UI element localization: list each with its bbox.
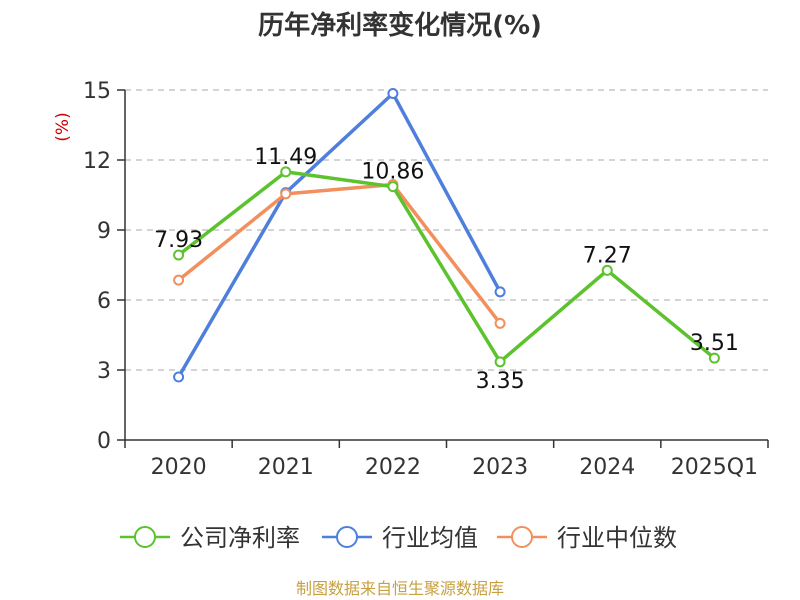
series-line-0	[177, 170, 716, 364]
data-point	[494, 356, 506, 368]
data-point	[601, 264, 613, 276]
series-line-1	[177, 91, 502, 378]
data-point	[173, 249, 185, 261]
data-point	[387, 181, 399, 193]
y-tick-label: 0	[97, 429, 111, 454]
x-tick-label: 2023	[472, 455, 528, 480]
data-label: 10.86	[361, 160, 424, 185]
source-note: 制图数据来自恒生聚源数据库	[296, 579, 504, 598]
chart-title: 历年净利率变化情况(%)	[258, 10, 542, 41]
data-point	[708, 352, 720, 364]
series-line-2	[177, 182, 502, 325]
data-point	[280, 166, 292, 178]
legend-swatch-marker	[336, 526, 358, 548]
x-tick-label: 2022	[365, 455, 421, 480]
legend-label: 行业均值	[382, 524, 478, 552]
y-tick-label: 15	[83, 79, 111, 104]
x-tick-label: 2025Q1	[671, 455, 758, 480]
data-label: 3.35	[476, 369, 525, 394]
x-tick-label: 2024	[579, 455, 635, 480]
data-point	[173, 274, 185, 286]
y-tick-label: 3	[97, 359, 111, 384]
y-tick-label: 12	[83, 149, 111, 174]
y-tick-label: 9	[97, 219, 111, 244]
legend-swatch-marker	[511, 526, 533, 548]
data-label: 7.93	[154, 228, 203, 253]
data-label: 3.51	[690, 331, 739, 356]
legend-item[interactable]: 行业均值	[322, 524, 478, 552]
x-tick-label: 2020	[151, 455, 207, 480]
data-point	[173, 371, 185, 383]
data-point	[387, 88, 399, 99]
y-axis-unit: (%)	[53, 112, 73, 141]
data-point	[494, 317, 506, 329]
legend-label: 公司净利率	[180, 524, 300, 552]
data-label: 11.49	[254, 145, 317, 170]
legend-item[interactable]: 行业中位数	[497, 524, 677, 552]
legend-swatch-marker	[134, 526, 156, 548]
data-point	[280, 188, 292, 200]
legend-item[interactable]: 公司净利率	[120, 524, 300, 552]
data-point	[494, 286, 506, 298]
y-tick-label: 6	[97, 289, 111, 314]
legend-label: 行业中位数	[557, 524, 677, 552]
x-tick-label: 2021	[258, 455, 314, 480]
data-label: 7.27	[583, 243, 632, 268]
